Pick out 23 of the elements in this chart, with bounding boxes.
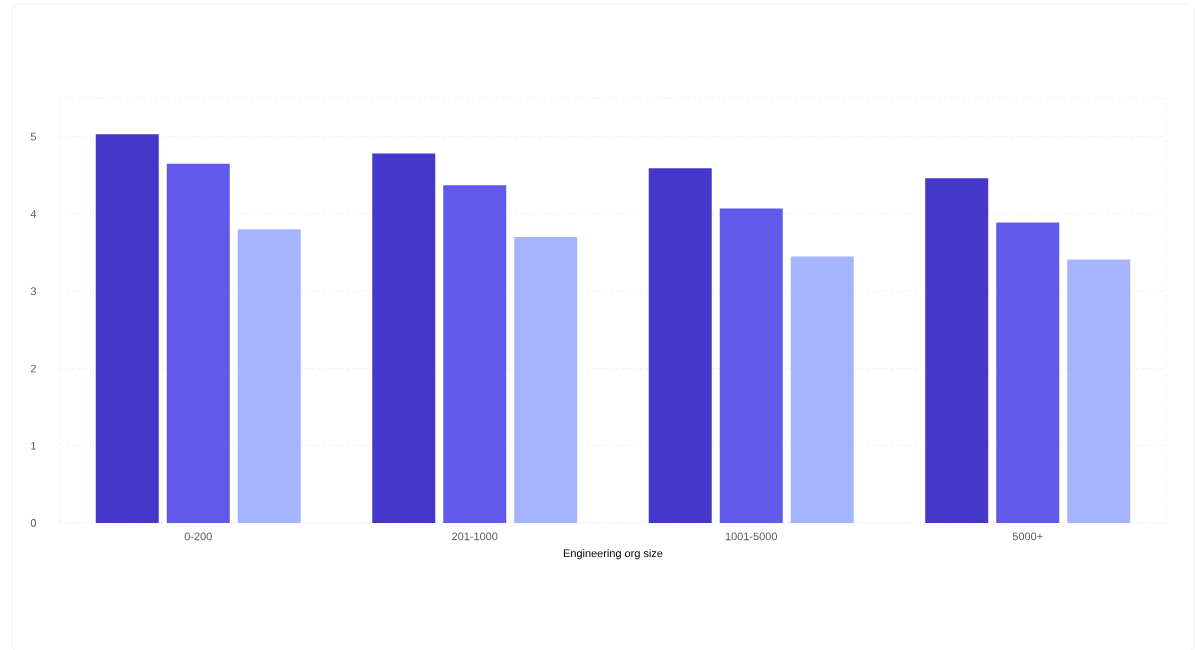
bar: [514, 237, 578, 523]
x-axis-title: Engineering org size: [563, 549, 663, 560]
bar: [372, 153, 436, 523]
y-tick-label: 3: [30, 287, 36, 296]
bar: [996, 222, 1060, 523]
x-tick-label: 5000+: [1012, 532, 1043, 541]
bar: [648, 168, 712, 523]
y-tick-label: 2: [30, 364, 36, 373]
bar: [443, 185, 507, 523]
bar: [925, 178, 989, 523]
bar: [166, 163, 230, 523]
y-tick-label: 5: [30, 132, 37, 141]
bar: [719, 208, 783, 523]
bar: [790, 256, 854, 523]
y-tick-label: 1: [31, 441, 36, 450]
x-tick-label: 201-1000: [452, 532, 498, 541]
x-tick-label: 1001-5000: [725, 532, 777, 541]
y-tick-label: 0: [30, 519, 37, 527]
bar: [95, 134, 159, 523]
x-tick-label: 0-200: [184, 532, 212, 541]
bar: [1067, 259, 1131, 523]
y-tick-label: 4: [30, 210, 37, 218]
bar: [237, 229, 301, 523]
